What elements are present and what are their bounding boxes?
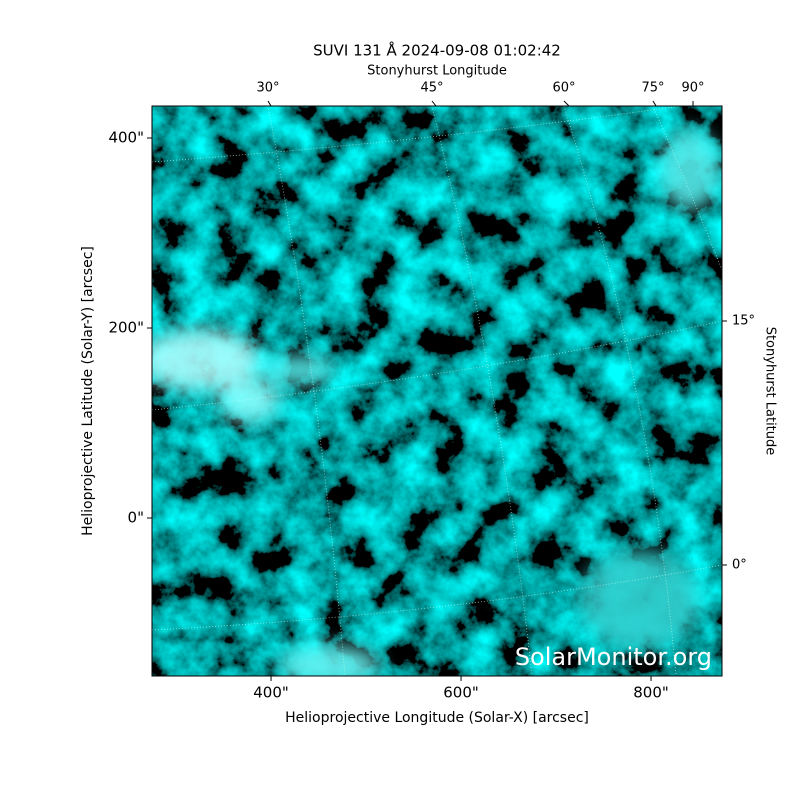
y-tick-label: 0" [128, 509, 144, 527]
x-tick-label: 600" [443, 684, 479, 702]
x2-tick [652, 100, 657, 107]
y-axis-label: Helioprojective Latitude (Solar-Y) [arcs… [80, 246, 96, 536]
x2-tick-label: 75° [641, 81, 664, 96]
x2-tick [267, 100, 272, 107]
y2-tick-label: 0° [732, 558, 747, 573]
chart-title: SUVI 131 Å 2024-09-08 01:02:42 [313, 41, 561, 60]
solar-image [152, 106, 722, 676]
x-tick-label: 800" [633, 684, 669, 702]
x2-tick-label: 45° [420, 81, 443, 96]
x2-tick [563, 100, 570, 107]
x2-tick-label: 30° [256, 81, 279, 96]
plot-frame [151, 105, 723, 677]
watermark: SolarMonitor.org [515, 643, 712, 671]
x-tick-label: 400" [253, 684, 289, 702]
x2-tick-label: 60° [552, 81, 575, 96]
y-tick-label: 400" [108, 129, 144, 147]
y-tick-label: 200" [108, 319, 144, 337]
x2-tick-label: 90° [681, 81, 704, 96]
x2-tick [431, 100, 437, 107]
x2-axis-label: Stonyhurst Longitude [367, 64, 507, 79]
y2-tick-label: 15° [732, 314, 755, 329]
x-axis-label: Helioprojective Longitude (Solar-X) [arc… [285, 710, 589, 726]
y2-axis-label: Stonyhurst Latitude [763, 327, 778, 456]
